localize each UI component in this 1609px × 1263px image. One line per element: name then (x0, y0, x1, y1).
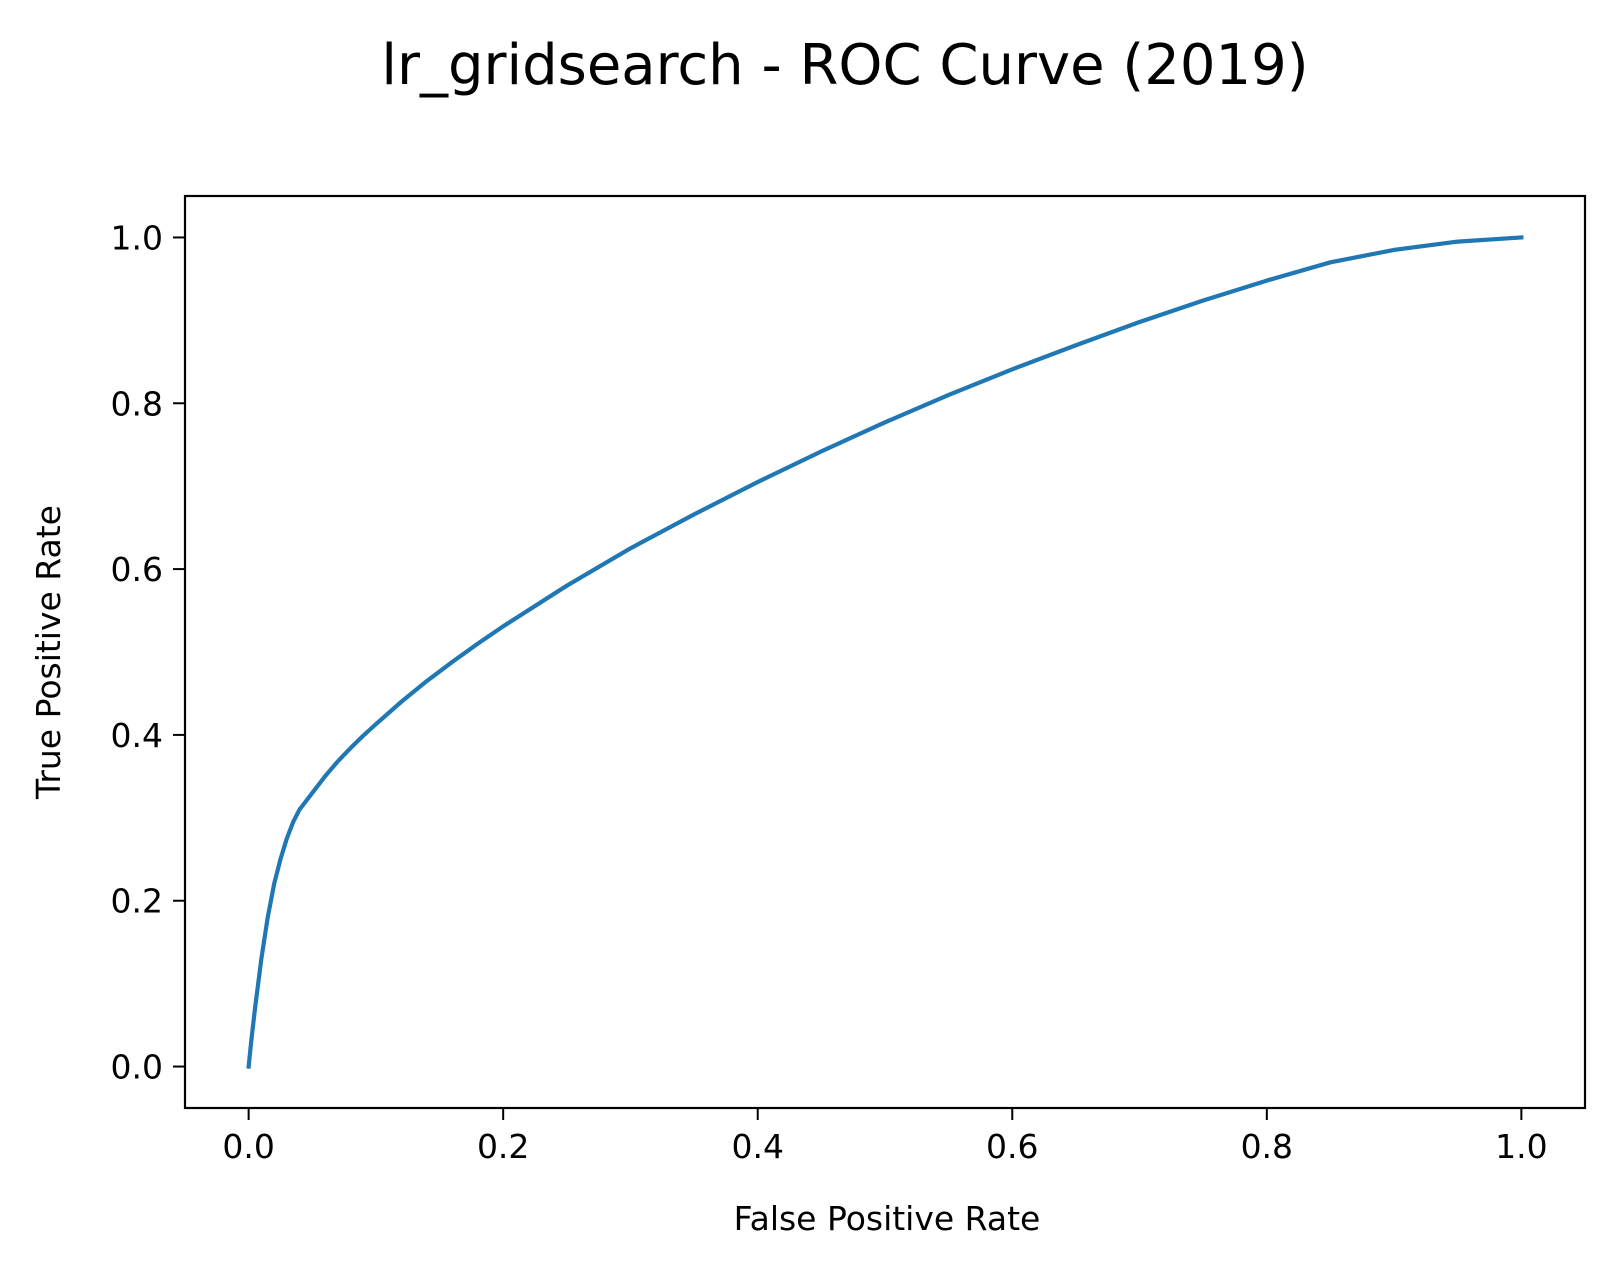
y-tick-label: 0.2 (111, 882, 163, 921)
y-tick-label: 0.8 (111, 384, 163, 423)
y-tick-label: 0.6 (111, 550, 163, 589)
axes-frame (183, 194, 1587, 1110)
plot-area: 0.0 0.2 0.4 0.6 0.8 1.0 0.0 0.2 0.4 0.6 0.8 1.0 (111, 194, 1587, 1166)
chart-title: lr_gridsearch - ROC Curve (2019) (381, 33, 1308, 98)
x-tick-label: 0.4 (731, 1127, 783, 1166)
x-tick-label: 0.0 (222, 1127, 274, 1166)
y-tick-label: 1.0 (111, 218, 163, 257)
x-tick-label: 0.6 (986, 1127, 1038, 1166)
x-tick-label: 1.0 (1495, 1127, 1547, 1166)
x-tick-label: 0.2 (477, 1127, 529, 1166)
y-tick-label: 0.4 (111, 716, 163, 755)
roc-curve-line (246, 235, 1524, 1069)
x-axis-label: False Positive Rate (734, 1199, 1041, 1238)
x-tick-label: 0.8 (1241, 1127, 1293, 1166)
y-tick-label: 0.0 (111, 1048, 163, 1087)
y-axis-label: True Positive Rate (29, 505, 68, 800)
